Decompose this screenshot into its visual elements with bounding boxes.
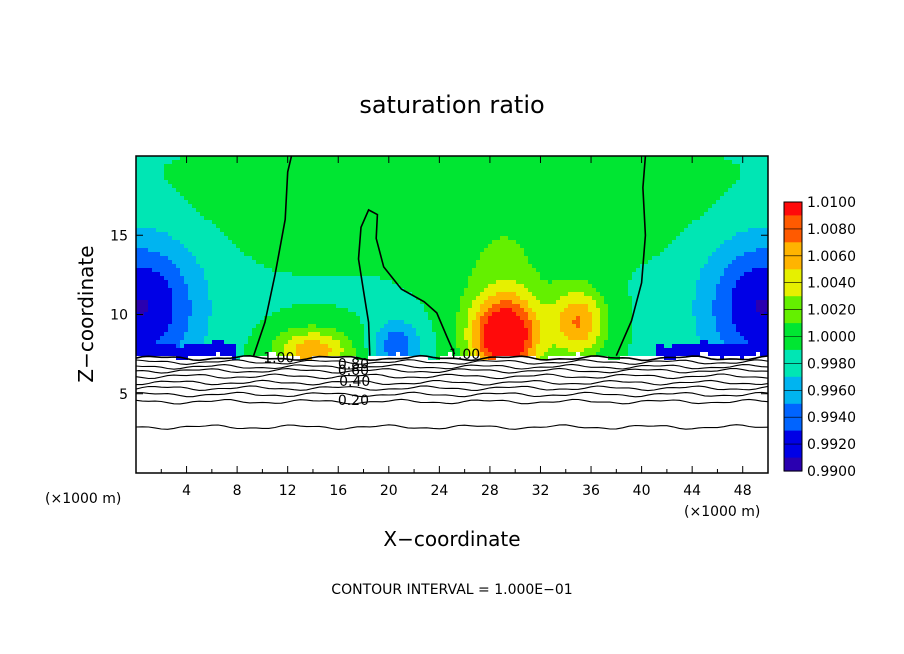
x-unit-right: (×1000 m) bbox=[684, 504, 760, 520]
colorbar-swatch bbox=[784, 202, 802, 216]
x-tick-label: 28 bbox=[481, 483, 499, 499]
colorbar-label: 0.9920 bbox=[807, 437, 856, 453]
colorbar-swatch bbox=[784, 282, 802, 297]
x-tick-label: 8 bbox=[233, 483, 242, 499]
colorbar-label: 1.0100 bbox=[807, 195, 856, 211]
contour-label: 0.80 bbox=[338, 357, 369, 373]
colorbar: 0.9900 0.9920 0.9940 0.9960 0.9980 1.0000 1.00… bbox=[783, 195, 856, 480]
colorbar-label: 1.0060 bbox=[807, 249, 856, 265]
colorbar-label: 1.0040 bbox=[807, 276, 856, 292]
contour-label: 0.40 bbox=[339, 374, 370, 390]
y-tick-label: 15 bbox=[110, 228, 128, 244]
y-axis-label: Z−coordinate bbox=[74, 245, 98, 382]
colorbar-swatch bbox=[784, 309, 802, 324]
colorbar-swatch bbox=[784, 323, 802, 338]
x-tick-label: 44 bbox=[683, 483, 701, 499]
x-unit-left: (×1000 m) bbox=[45, 491, 121, 507]
x-axis-ticks: 4 8 12 16 20 24 28 32 36 40 44 48 bbox=[160, 156, 752, 499]
colorbar-label: 1.0000 bbox=[807, 330, 856, 346]
contour-interval-note: CONTOUR INTERVAL = 1.000E−01 bbox=[331, 582, 572, 598]
x-tick-label: 16 bbox=[329, 483, 347, 499]
colorbar-swatch bbox=[784, 376, 802, 391]
y-tick-label: 5 bbox=[119, 387, 128, 403]
x-tick-label: 12 bbox=[279, 483, 297, 499]
colorbar-swatch bbox=[784, 444, 802, 459]
colorbar-swatch bbox=[784, 403, 802, 418]
contour-label: 1.00 bbox=[263, 350, 294, 366]
colorbar-swatch bbox=[784, 255, 802, 270]
colorbar-swatch bbox=[784, 269, 802, 284]
colorbar-label: 0.9940 bbox=[807, 410, 856, 426]
contour-label: 1.00 bbox=[449, 347, 480, 363]
colorbar-swatch bbox=[784, 430, 802, 445]
colorbar-swatch bbox=[784, 215, 802, 230]
contour-label: 0.20 bbox=[338, 393, 369, 409]
colorbar-label: 1.0020 bbox=[807, 303, 856, 319]
colorbar-label: 1.0080 bbox=[807, 222, 856, 238]
y-axis-ticks: 5 10 15 bbox=[110, 228, 768, 403]
colorbar-swatch bbox=[784, 336, 802, 351]
y-tick-label: 10 bbox=[110, 308, 128, 324]
x-axis-label: X−coordinate bbox=[383, 527, 520, 551]
colorbar-swatch bbox=[784, 242, 802, 257]
colorbar-swatch bbox=[784, 390, 802, 405]
contour-label-group: 1.00 0.800.600.40 0.20 1.00 bbox=[263, 347, 480, 409]
colorbar-label: 0.9960 bbox=[807, 383, 856, 399]
colorbar-label: 0.9900 bbox=[807, 464, 856, 480]
colorbar-swatch bbox=[784, 417, 802, 432]
chart-title: saturation ratio bbox=[359, 91, 544, 119]
x-tick-label: 24 bbox=[430, 483, 448, 499]
colorbar-swatch bbox=[784, 457, 802, 472]
x-tick-label: 36 bbox=[582, 483, 600, 499]
contour-label: 0.60 bbox=[338, 363, 369, 379]
colorbar-label: 0.9980 bbox=[807, 356, 856, 372]
x-tick-label: 20 bbox=[380, 483, 398, 499]
x-tick-label: 32 bbox=[532, 483, 550, 499]
saturation-field bbox=[136, 156, 768, 360]
x-tick-label: 40 bbox=[633, 483, 651, 499]
contour-lines bbox=[136, 156, 768, 430]
colorbar-swatch bbox=[784, 228, 802, 243]
colorbar-swatch bbox=[784, 296, 802, 311]
x-tick-label: 48 bbox=[734, 483, 752, 499]
colorbar-swatch bbox=[784, 363, 802, 378]
x-tick-label: 4 bbox=[182, 483, 191, 499]
colorbar-swatch bbox=[784, 349, 802, 364]
